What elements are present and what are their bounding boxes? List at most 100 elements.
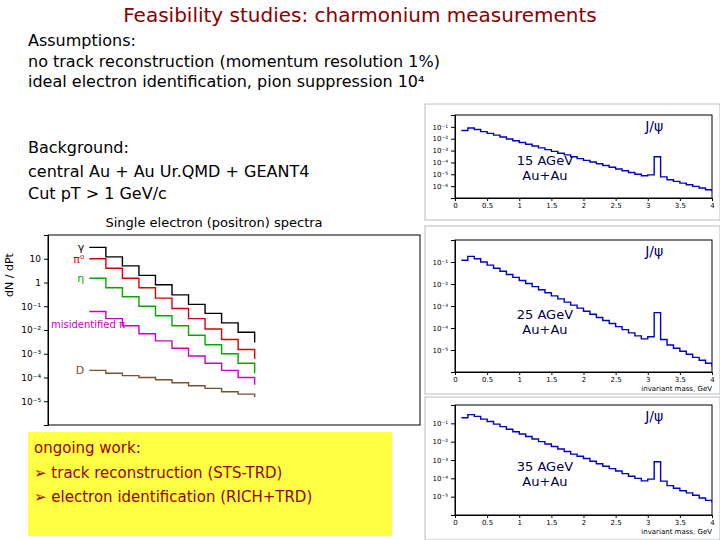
- tick-mark: [680, 515, 681, 518]
- tick-mark: [648, 515, 649, 518]
- plot-frame: [455, 115, 712, 198]
- tick-label: 1.5: [546, 376, 557, 384]
- plot-frame: [455, 240, 712, 372]
- tick-label: 10⁻³: [433, 457, 449, 465]
- tick-label: 4: [710, 519, 715, 527]
- tick-mark: [455, 515, 456, 518]
- series-line: [89, 370, 254, 397]
- tick-mark: [44, 259, 48, 260]
- tick-mark: [451, 306, 455, 307]
- tick: 0: [453, 515, 457, 527]
- tick: 3.5: [675, 515, 686, 527]
- series-label: misidentified π: [51, 319, 125, 330]
- panel-background: [425, 397, 720, 540]
- background-line: central Au + Au Ur.QMD + GEANT4: [28, 162, 309, 181]
- tick: 10⁻²: [433, 135, 455, 143]
- series-label: π⁰: [73, 253, 85, 266]
- tick: 0.5: [482, 515, 493, 527]
- tick-label: 10⁻³: [21, 349, 41, 359]
- tick-mark: [451, 423, 455, 424]
- panel-label: Au+Au: [522, 474, 567, 489]
- tick-mark: [680, 198, 681, 201]
- plot-frame: [48, 235, 420, 425]
- tick: 1.5: [546, 515, 557, 527]
- tick-label: 1: [518, 202, 522, 210]
- tick: 3: [646, 515, 650, 527]
- tick-mark: [451, 151, 455, 152]
- tick-mark: [451, 127, 455, 128]
- peak-label: J/ψ: [644, 408, 663, 424]
- tick-label: 10⁻⁴: [433, 159, 449, 167]
- tick-label: 2: [582, 376, 586, 384]
- tick-mark: [44, 283, 48, 284]
- tick-mark: [519, 198, 520, 201]
- tick-mark: [648, 198, 649, 201]
- axis-line: [451, 241, 456, 373]
- tick-label: 10⁻⁶: [433, 183, 449, 191]
- tick: 10⁻²: [21, 325, 48, 335]
- axis-line: [456, 373, 713, 376]
- tick-label: 3.5: [675, 376, 686, 384]
- tick: 1: [35, 278, 48, 288]
- tick: 3.5: [675, 198, 686, 210]
- series-line: [461, 256, 712, 366]
- axis: 00.511.522.533.54: [453, 515, 715, 527]
- tick-mark: [712, 198, 713, 201]
- tick-mark: [680, 372, 681, 375]
- tick: 2.5: [611, 372, 622, 384]
- tick-label: 2.5: [611, 202, 622, 210]
- tick: 10⁻⁵: [433, 493, 455, 501]
- series-label: D: [76, 364, 84, 377]
- tick-label: 3: [646, 202, 650, 210]
- axis: 00.511.522.533.54: [453, 198, 715, 210]
- tick: 10⁻²: [433, 281, 455, 289]
- tick-mark: [551, 515, 552, 518]
- axis-line: [451, 116, 456, 199]
- tick-label: 10⁻³: [433, 303, 449, 311]
- panel-label: Au+Au: [522, 168, 567, 183]
- peak-label: J/ψ: [644, 243, 663, 259]
- tick-mark: [451, 139, 455, 140]
- tick: 1: [518, 198, 522, 210]
- axis: 10⁻⁶10⁻⁵10⁻⁴10⁻³10⁻²10⁻¹: [433, 116, 456, 199]
- tick-mark: [44, 378, 48, 379]
- tick-label: 3: [646, 376, 650, 384]
- tick-mark: [451, 162, 455, 163]
- tick: 10⁻³: [433, 457, 455, 465]
- tick: 10⁻¹: [433, 259, 455, 267]
- heading: Assumptions:: [28, 31, 136, 50]
- tick: 10⁻⁴: [433, 475, 455, 483]
- tick-label: 2.5: [611, 376, 622, 384]
- tick-label: 1: [518, 519, 522, 527]
- tick-mark: [519, 372, 520, 375]
- chart-title: Single electron (positron) spectra: [105, 215, 322, 230]
- axis: 00.511.522.533.54: [453, 372, 715, 384]
- chart: 10⁻⁵10⁻⁴10⁻³10⁻²10⁻¹110γπ⁰ηmisidentified…: [3, 215, 420, 426]
- tick: 4: [710, 372, 715, 384]
- tick: 10⁻²: [433, 438, 455, 446]
- axis-line: [451, 406, 456, 516]
- tick-mark: [551, 198, 552, 201]
- note-item: ➢ electron identification (RICH+TRD): [34, 488, 312, 506]
- tick: 10⁻³: [433, 303, 455, 311]
- note-heading: ongoing work:: [34, 439, 141, 457]
- tick-label: 10⁻⁵: [21, 397, 41, 407]
- tick-label: 4: [710, 376, 715, 384]
- tick-label: 10⁻³: [433, 147, 449, 155]
- axis-line: [456, 516, 713, 519]
- plot-frame: [455, 405, 712, 515]
- tick-label: 10⁻²: [433, 438, 449, 446]
- tick-label: 0.5: [482, 519, 493, 527]
- axis-title: invariant mass, GeV: [641, 528, 712, 536]
- plot-area: [461, 128, 712, 191]
- tick-label: 10⁻⁴: [433, 475, 449, 483]
- panel-label: 15 AGeV: [517, 153, 573, 168]
- tick-mark: [44, 354, 48, 355]
- tick-mark: [616, 515, 617, 518]
- tick-label: 10: [30, 254, 42, 264]
- panel-label: Au+Au: [522, 322, 567, 337]
- tick-label: 2.5: [611, 519, 622, 527]
- tick-mark: [616, 198, 617, 201]
- tick-label: 1.5: [546, 202, 557, 210]
- tick-label: 3.5: [675, 519, 686, 527]
